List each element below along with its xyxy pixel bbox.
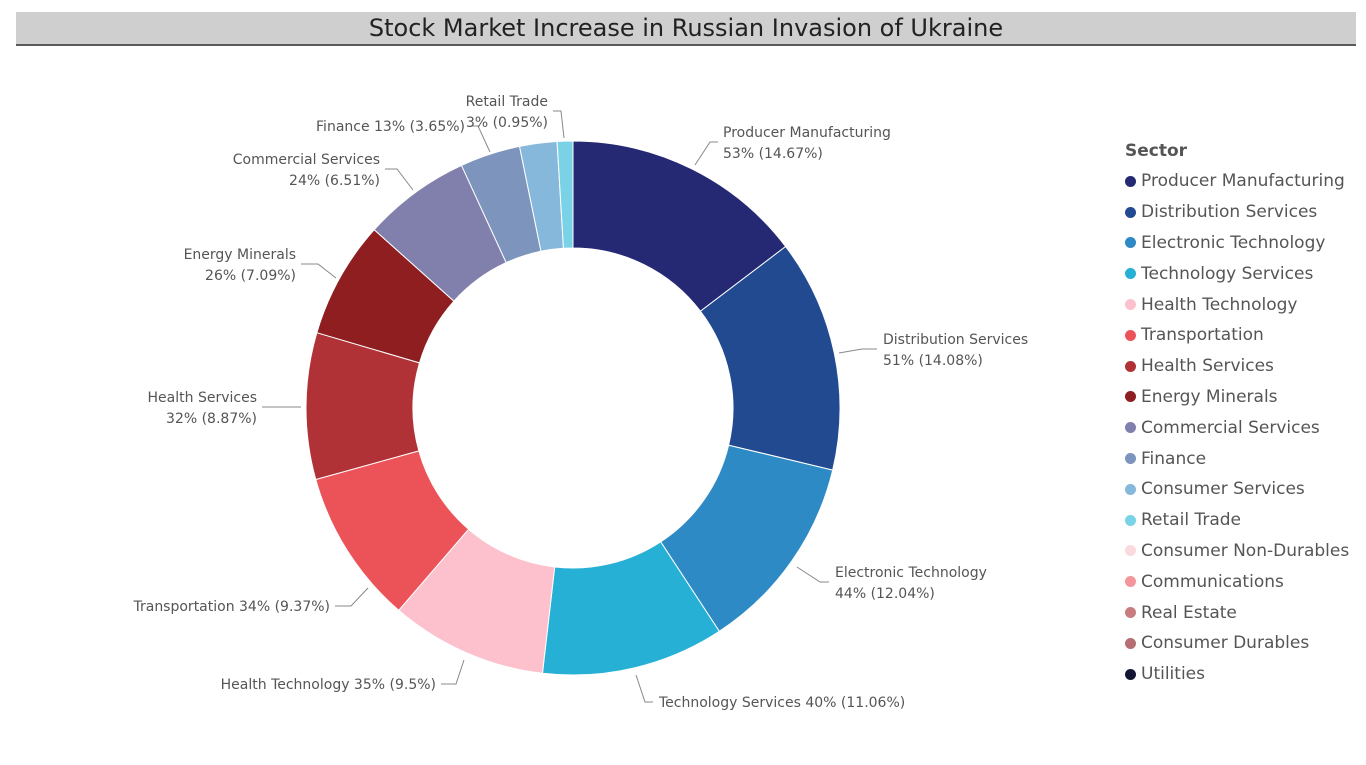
leader-line-distribution-services <box>838 348 877 354</box>
chart-title-bar: Stock Market Increase in Russian Invasio… <box>16 12 1356 46</box>
legend-label: Commercial Services <box>1141 417 1320 438</box>
data-label-transportation: Transportation 34% (9.37%) <box>132 599 330 615</box>
data-label-distribution-services-name: Distribution Services <box>883 332 1028 348</box>
data-label-health-technology: Health Technology 35% (9.5%) <box>221 677 436 693</box>
legend-items: Producer Manufacturing Distribution Servi… <box>1125 166 1360 690</box>
legend-label: Communications <box>1141 571 1284 592</box>
legend-label: Retail Trade <box>1141 510 1241 531</box>
legend-item-retail-trade[interactable]: Retail Trade <box>1125 505 1360 536</box>
leader-line-retail-trade <box>553 110 565 139</box>
legend-item-consumer-non-durables[interactable]: Consumer Non-Durables <box>1125 536 1360 567</box>
leader-line-health-technology <box>441 659 465 685</box>
labels-layer: Producer Manufacturing 53% (14.67%) Distri… <box>132 94 1028 711</box>
legend-dot-icon <box>1125 668 1136 680</box>
leader-line-electronic-technology <box>796 566 829 583</box>
legend-title: Sector <box>1125 141 1188 161</box>
legend-dot-icon <box>1125 514 1136 526</box>
data-label-commercial-services-value: 24% (6.51%) <box>289 173 380 189</box>
leader-line-commercial-services <box>385 168 414 191</box>
data-label-energy-minerals-value: 26% (7.09%) <box>205 268 296 284</box>
legend-dot-icon <box>1125 360 1136 372</box>
legend-label: Energy Minerals <box>1141 386 1278 407</box>
leader-line-finance <box>470 125 491 153</box>
data-label-distribution-services-value: 51% (14.08%) <box>883 353 983 369</box>
legend-label: Health Services <box>1141 356 1274 377</box>
legend-dot-icon <box>1125 453 1136 465</box>
legend-dot-icon <box>1125 422 1136 434</box>
legend-label: Consumer Durables <box>1141 633 1310 654</box>
slice-retail-trade[interactable] <box>556 140 574 249</box>
legend-item-commercial-services[interactable]: Commercial Services <box>1125 412 1360 443</box>
data-label-electronic-technology-value: 44% (12.04%) <box>835 586 935 602</box>
data-label-retail-trade-name: Retail Trade <box>466 94 548 110</box>
legend-label: Utilities <box>1141 664 1205 685</box>
legend-dot-icon <box>1125 607 1136 619</box>
slices-layer <box>305 140 841 676</box>
data-label-producer-manufacturing-value: 53% (14.67%) <box>723 146 823 162</box>
data-label-electronic-technology-name: Electronic Technology <box>835 565 987 581</box>
legend-item-real-estate[interactable]: Real Estate <box>1125 597 1360 628</box>
legend-dot-icon <box>1125 545 1136 557</box>
legend-label: Electronic Technology <box>1141 232 1326 253</box>
legend-label: Finance <box>1141 448 1207 469</box>
legend-dot-icon <box>1125 637 1136 649</box>
data-label-technology-services: Technology Services 40% (11.06%) <box>658 695 905 711</box>
legend-label: Producer Manufacturing <box>1141 171 1345 192</box>
legend-item-transportation[interactable]: Transportation <box>1125 320 1360 351</box>
data-label-commercial-services-name: Commercial Services <box>233 152 380 168</box>
legend-dot-icon <box>1125 268 1136 280</box>
legend-dot-icon <box>1125 483 1136 495</box>
legend-item-energy-minerals[interactable]: Energy Minerals <box>1125 382 1360 413</box>
legend-item-health-technology[interactable]: Health Technology <box>1125 289 1360 320</box>
leader-line-producer-manufacturing <box>694 141 718 166</box>
legend-item-finance[interactable]: Finance <box>1125 443 1360 474</box>
legend-dot-icon <box>1125 206 1136 218</box>
legend-item-communications[interactable]: Communications <box>1125 566 1360 597</box>
legend-dot-icon <box>1125 391 1136 403</box>
legend-dot-icon <box>1125 175 1136 187</box>
legend-dot-icon <box>1125 299 1136 311</box>
data-label-producer-manufacturing-name: Producer Manufacturing <box>723 125 891 141</box>
legend-label: Health Technology <box>1141 294 1298 315</box>
leader-line-energy-minerals <box>301 263 337 279</box>
legend: Sector Producer Manufacturing Distributio… <box>1125 140 1360 690</box>
legend-item-producer-manufacturing[interactable]: Producer Manufacturing <box>1125 166 1360 197</box>
legend-label: Technology Services <box>1141 263 1314 284</box>
legend-dot-icon <box>1125 329 1136 341</box>
leader-line-technology-services <box>635 674 653 703</box>
data-label-retail-trade-value: 3% (0.95%) <box>466 115 548 131</box>
slice-producer-manufacturing[interactable] <box>572 140 787 312</box>
legend-item-consumer-durables[interactable]: Consumer Durables <box>1125 628 1360 659</box>
legend-label: Consumer Non-Durables <box>1141 540 1350 561</box>
legend-item-health-services[interactable]: Health Services <box>1125 351 1360 382</box>
legend-item-electronic-technology[interactable]: Electronic Technology <box>1125 228 1360 259</box>
data-label-health-services-value: 32% (8.87%) <box>166 411 257 427</box>
data-label-finance: Finance 13% (3.65%) <box>316 119 465 135</box>
legend-dot-icon <box>1125 237 1136 249</box>
legend-dot-icon <box>1125 576 1136 588</box>
legend-item-distribution-services[interactable]: Distribution Services <box>1125 197 1360 228</box>
legend-item-utilities[interactable]: Utilities <box>1125 659 1360 690</box>
data-label-energy-minerals-name: Energy Minerals <box>184 247 296 263</box>
legend-item-consumer-services[interactable]: Consumer Services <box>1125 474 1360 505</box>
leader-line-transportation <box>335 587 369 607</box>
legend-label: Real Estate <box>1141 602 1237 623</box>
data-label-health-services-name: Health Services <box>148 390 257 406</box>
chart-title: Stock Market Increase in Russian Invasio… <box>368 14 1004 42</box>
legend-label: Distribution Services <box>1141 202 1318 223</box>
legend-item-technology-services[interactable]: Technology Services <box>1125 258 1360 289</box>
legend-label: Transportation <box>1141 325 1264 346</box>
legend-label: Consumer Services <box>1141 479 1305 500</box>
